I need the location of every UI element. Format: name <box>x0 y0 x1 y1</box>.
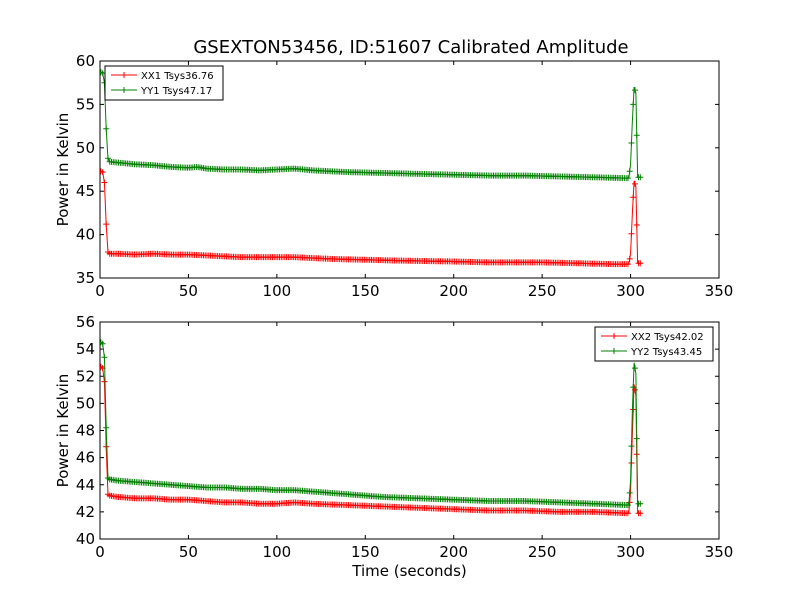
y-tick-label: 48 <box>76 422 95 440</box>
series-line-1 <box>100 341 642 506</box>
x-tick-label: 150 <box>351 282 380 300</box>
legend-marker <box>611 333 617 339</box>
y-tick-label: 52 <box>76 367 95 385</box>
x-tick-label: 150 <box>351 543 380 561</box>
x-tick-label: 300 <box>616 543 645 561</box>
series-marker-0 <box>624 510 631 517</box>
series-marker-1 <box>628 443 635 450</box>
legend-label: YY1 Tsys47.17 <box>140 86 212 97</box>
x-tick-label: 300 <box>616 282 645 300</box>
series-marker-1 <box>633 435 640 442</box>
y-tick-label: 54 <box>76 340 95 358</box>
series-marker-0 <box>633 222 640 229</box>
y-tick-label: 60 <box>76 52 95 70</box>
series-marker-0 <box>637 260 644 267</box>
series-marker-0 <box>630 406 637 413</box>
series-marker-1 <box>637 174 644 181</box>
series-marker-0 <box>628 230 635 237</box>
x-tick-label: 100 <box>263 282 292 300</box>
x-tick-label: 0 <box>95 282 105 300</box>
x-tick-label: 50 <box>179 282 198 300</box>
legend-label: YY2 Tsys43.45 <box>630 347 702 358</box>
x-tick-label: 200 <box>439 543 468 561</box>
series-marker-0 <box>637 510 644 517</box>
series-marker-0 <box>626 255 633 262</box>
series-marker-1 <box>630 384 637 391</box>
legend-label: XX2 Tsys42.02 <box>631 332 704 343</box>
y-axis-label: Power in Kelvin <box>54 113 72 227</box>
x-tick-label: 250 <box>528 543 557 561</box>
series-marker-1 <box>104 155 111 162</box>
series-marker-0 <box>624 261 631 268</box>
legend-marker <box>121 72 127 78</box>
x-tick-label: 200 <box>439 282 468 300</box>
x-tick-label: 350 <box>705 282 734 300</box>
legend: XX1 Tsys36.76 YY1 Tsys47.17 <box>104 65 224 101</box>
series-marker-1 <box>628 140 635 147</box>
series-marker-1 <box>100 340 106 347</box>
upper-panel: 0 50 100 150 200 250 300 350 35 40 45 50 55 60 Power i… <box>54 52 733 300</box>
series-marker-1 <box>103 424 110 431</box>
y-tick-label: 56 <box>76 313 95 331</box>
series-marker-1 <box>624 502 631 509</box>
y-tick-label: 46 <box>76 449 95 467</box>
y-tick-label: 42 <box>76 503 95 521</box>
legend: XX2 Tsys42.02 YY2 Tsys43.45 <box>594 326 714 362</box>
y-tick-label: 50 <box>76 139 95 157</box>
legend-box <box>104 65 224 101</box>
series-marker-1 <box>626 489 633 496</box>
y-tick-label: 45 <box>76 182 95 200</box>
x-axis-label: Time (seconds) <box>351 562 467 580</box>
y-tick-label: 50 <box>76 394 95 412</box>
legend-box <box>594 326 714 362</box>
series-marker-0 <box>103 443 110 450</box>
series-marker-1 <box>637 500 644 507</box>
y-tick-label: 40 <box>76 226 95 244</box>
series-marker-1 <box>630 101 637 108</box>
series-marker-1 <box>633 132 640 139</box>
series-marker-0 <box>630 194 637 201</box>
lower-panel: 0 50 100 150 200 250 300 350 40 42 44 46 48 50 52 54 56 P… <box>54 313 733 580</box>
series-layer <box>100 339 644 517</box>
series-line-0 <box>100 170 642 265</box>
legend-marker <box>121 87 127 93</box>
legend-marker <box>611 348 617 354</box>
series-marker-1 <box>631 87 638 94</box>
chart-title: GSEXTON53456, ID:51607 Calibrated Amplit… <box>193 37 628 58</box>
series-marker-1 <box>631 365 638 372</box>
series-marker-0 <box>101 179 108 186</box>
series-marker-1 <box>624 175 631 182</box>
y-tick-label: 44 <box>76 476 95 494</box>
x-tick-label: 50 <box>179 543 198 561</box>
series-layer <box>100 69 644 268</box>
series-marker-1 <box>103 125 110 132</box>
series-marker-1 <box>626 168 633 175</box>
series-line-0 <box>100 366 642 514</box>
series-marker-0 <box>100 169 106 176</box>
y-tick-label: 35 <box>76 269 95 287</box>
y-axis-label: Power in Kelvin <box>54 374 72 488</box>
y-tick-label: 40 <box>76 530 95 548</box>
series-marker-0 <box>631 180 638 187</box>
plot-frame <box>99 60 720 279</box>
x-tick-label: 350 <box>705 543 734 561</box>
series-marker-0 <box>103 221 110 228</box>
series-marker-1 <box>101 354 108 361</box>
legend-label: XX1 Tsys36.76 <box>141 71 214 82</box>
x-tick-label: 100 <box>263 543 292 561</box>
x-tick-label: 250 <box>528 282 557 300</box>
x-tick-label: 0 <box>95 543 105 561</box>
y-tick-label: 55 <box>76 95 95 113</box>
series-marker-0 <box>101 378 108 385</box>
